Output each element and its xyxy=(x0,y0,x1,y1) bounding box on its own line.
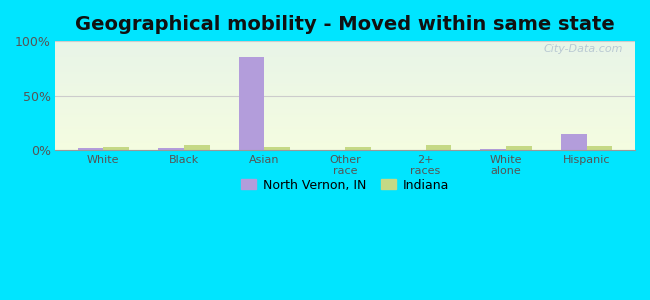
Bar xyxy=(158,148,184,150)
Bar xyxy=(239,58,265,150)
Bar xyxy=(345,146,370,150)
Bar xyxy=(480,149,506,150)
Bar xyxy=(506,146,532,150)
Text: City-Data.com: City-Data.com xyxy=(544,44,623,54)
Bar xyxy=(426,146,451,150)
Bar xyxy=(77,148,103,150)
Bar xyxy=(561,134,587,150)
Title: Geographical mobility - Moved within same state: Geographical mobility - Moved within sam… xyxy=(75,15,615,34)
Bar xyxy=(265,146,291,150)
Bar xyxy=(184,145,210,150)
Bar xyxy=(587,146,612,150)
Legend: North Vernon, IN, Indiana: North Vernon, IN, Indiana xyxy=(237,174,454,196)
Bar xyxy=(103,146,129,150)
